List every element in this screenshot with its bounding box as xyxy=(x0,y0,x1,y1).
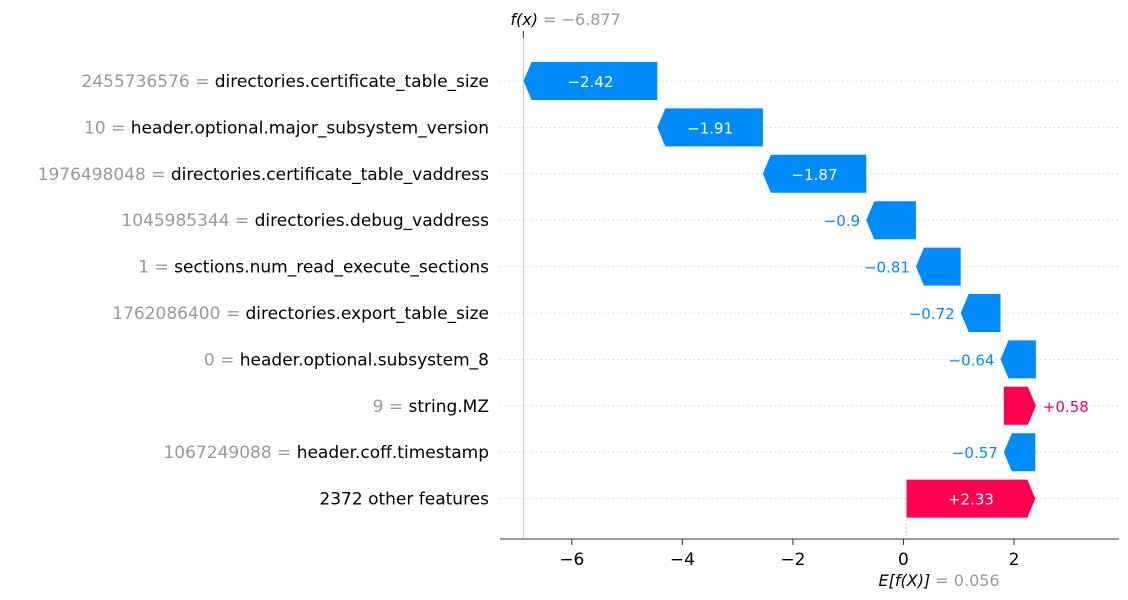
feature-value: 10 = xyxy=(84,118,131,138)
base-value-label: E[f(X)] = 0.056 xyxy=(879,571,1000,590)
x-tick-label: −4 xyxy=(670,550,695,570)
fx-prefix: f(x) xyxy=(510,10,538,29)
feature-value: 1762086400 = xyxy=(112,304,245,324)
base-value: = 0.056 xyxy=(930,571,999,590)
base-prefix: E[f(X)] xyxy=(879,571,931,590)
feature-value: 9 = xyxy=(373,397,409,417)
feature-name: directories.debug_vaddress xyxy=(255,211,490,231)
shap-value-label: −1.87 xyxy=(792,166,838,184)
shap-bar xyxy=(960,294,1001,332)
feature-label: 1067249088 = header.coff.timestamp xyxy=(163,443,489,463)
shap-bar xyxy=(1003,433,1036,472)
x-tick-label: −6 xyxy=(559,550,584,570)
feature-value: 1045985344 = xyxy=(121,211,254,231)
shap-value-label: −0.81 xyxy=(864,259,910,277)
feature-name: directories.export_table_size xyxy=(245,304,489,324)
shap-bar xyxy=(915,247,961,286)
fx-label: f(x) = −6.877 xyxy=(510,10,620,29)
shap-value-label: −1.91 xyxy=(687,119,733,137)
feature-name: string.MZ xyxy=(408,397,489,417)
feature-value: 0 = xyxy=(204,350,240,370)
feature-label: 2455736576 = directories.certificate_tab… xyxy=(82,72,489,92)
feature-label: 1 = sections.num_read_execute_sections xyxy=(138,258,489,278)
feature-value: 1 = xyxy=(138,258,174,278)
shap-bar xyxy=(1000,340,1036,379)
feature-label: 1762086400 = directories.export_table_si… xyxy=(112,304,489,324)
feature-name: sections.num_read_execute_sections xyxy=(174,258,489,278)
feature-name: header.optional.subsystem_8 xyxy=(240,350,489,370)
x-tick-label: −2 xyxy=(780,550,805,570)
x-tick-label: 0 xyxy=(898,550,909,570)
shap-bar xyxy=(762,154,867,193)
feature-value: 1976498048 = xyxy=(38,165,171,185)
shap-bar xyxy=(866,201,916,240)
feature-label: 2372 other features xyxy=(319,490,489,510)
shap-value-label: −0.64 xyxy=(949,351,995,369)
shap-value-label: −0.9 xyxy=(824,212,860,230)
shap-bar xyxy=(1003,386,1036,425)
feature-label: 1045985344 = directories.debug_vaddress xyxy=(121,211,489,231)
shap-value-label: −0.57 xyxy=(952,444,998,462)
feature-value: 1067249088 = xyxy=(163,443,296,463)
shap-value-label: −0.72 xyxy=(909,305,955,323)
shap-value-label: +2.33 xyxy=(948,491,994,509)
feature-label: 0 = header.optional.subsystem_8 xyxy=(204,350,489,370)
shap-bar xyxy=(906,479,1036,518)
feature-name: header.coff.timestamp xyxy=(297,443,489,463)
shap-bar xyxy=(523,62,658,100)
feature-label: 1976498048 = directories.certificate_tab… xyxy=(38,165,489,185)
x-tick-label: 2 xyxy=(1009,550,1020,570)
shap-value-label: +0.58 xyxy=(1043,398,1089,416)
feature-label: 9 = string.MZ xyxy=(373,397,489,417)
fx-value: = −6.877 xyxy=(538,10,621,29)
feature-name: 2372 other features xyxy=(319,490,489,510)
shap-value-label: −2.42 xyxy=(567,73,613,91)
feature-label: 10 = header.optional.major_subsystem_ver… xyxy=(84,118,489,138)
feature-name: header.optional.major_subsystem_version xyxy=(131,118,489,138)
feature-value: 2455736576 = xyxy=(82,72,215,92)
shap-bar xyxy=(657,108,763,147)
feature-name: directories.certificate_table_vaddress xyxy=(171,165,489,185)
feature-name: directories.certificate_table_size xyxy=(215,72,489,92)
